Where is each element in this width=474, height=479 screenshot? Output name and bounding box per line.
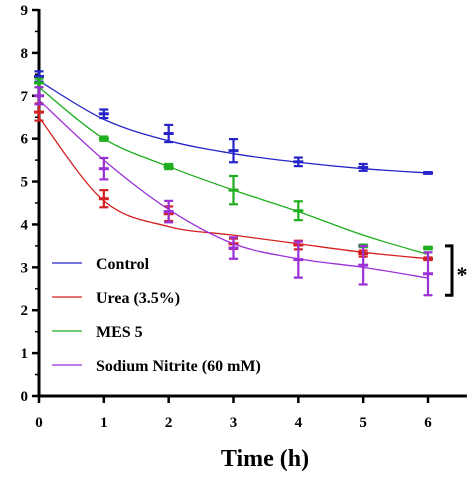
x-tick-label: 5 — [359, 415, 367, 431]
series-layer — [34, 70, 454, 297]
x-tick-label: 1 — [100, 415, 108, 431]
x-tick-label: 3 — [230, 415, 238, 431]
axes-layer: 0 1 2 3 4 5 6 7 8 9 0 1 2 3 4 5 6 — [21, 3, 467, 431]
x-axis-title: Time (h) — [221, 446, 309, 472]
y-tick-label: 5 — [21, 175, 29, 191]
x-tick-label: 0 — [35, 415, 43, 431]
significance-label: * — [457, 262, 468, 287]
series-2 — [34, 77, 433, 256]
y-tick-label: 7 — [21, 89, 29, 105]
y-tick-label: 9 — [21, 3, 29, 19]
y-tick-label: 6 — [21, 132, 29, 148]
series-line — [38, 86, 429, 256]
legend-layer: Control Urea (3.5%) MES 5 Sodium Nitrite (6… — [52, 256, 261, 375]
series-0 — [34, 70, 433, 175]
y-tick-label: 8 — [21, 46, 29, 62]
legend-label: Urea (3.5%) — [96, 290, 180, 307]
legend-label: MES 5 — [96, 324, 143, 341]
y-tick-label: 1 — [21, 346, 29, 362]
significance-bracket — [445, 244, 454, 297]
x-tick-label: 2 — [165, 415, 173, 431]
legend-label: Control — [96, 256, 150, 273]
series-3 — [34, 86, 433, 297]
legend-label: Sodium Nitrite (60 mM) — [96, 358, 261, 375]
x-tick-label: 6 — [424, 415, 432, 431]
y-tick-label: 3 — [21, 260, 29, 276]
x-tick-label: 4 — [295, 415, 303, 431]
y-tick-label: 2 — [21, 303, 29, 319]
y-tick-label: 0 — [21, 389, 29, 405]
y-tick-label: 4 — [21, 217, 29, 233]
